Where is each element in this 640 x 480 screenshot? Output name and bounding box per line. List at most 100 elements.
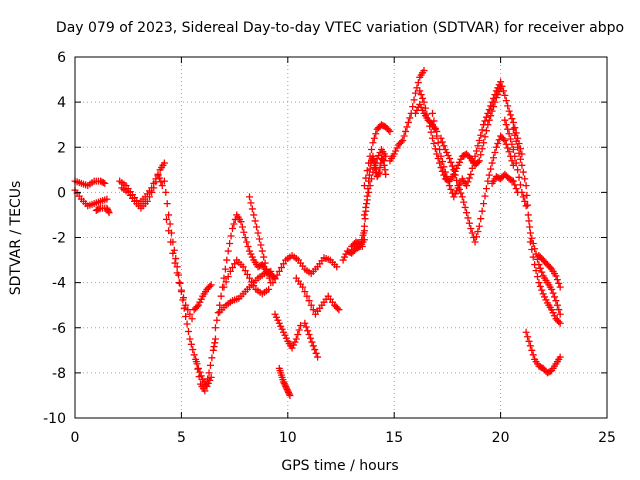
data-point [184,328,192,336]
data-point [509,125,517,133]
data-point [548,285,556,293]
data-point [511,131,519,139]
data-point [245,274,253,282]
data-point [450,166,458,174]
data-point [172,255,180,263]
data-point [457,189,465,197]
data-point [417,103,425,111]
data-point [433,132,441,140]
data-point [365,188,373,196]
data-point [165,211,173,219]
data-point [103,204,111,212]
data-point [281,381,289,389]
data-point [467,170,475,178]
x-tick-label: 25 [598,430,616,446]
data-point [339,256,347,264]
data-point [341,253,349,261]
data-point [253,223,261,231]
data-point [248,205,256,213]
data-point [314,353,322,361]
data-point [535,279,543,287]
data-point [488,98,496,106]
data-point [454,182,462,190]
series-trace-p [269,252,341,287]
data-point [272,313,280,321]
data-point [482,113,490,121]
data-point [475,222,483,230]
data-point [403,123,411,131]
data-point [160,177,168,185]
data-point [501,116,509,124]
data-point [480,200,488,208]
data-point [429,109,437,117]
data-point [402,127,410,135]
y-tick-label: 2 [57,140,66,156]
data-point [431,145,439,153]
data-point [477,131,485,139]
data-point [240,228,248,236]
data-point [95,205,103,213]
y-tick-label: -10 [43,411,66,427]
data-point [508,176,516,184]
data-point [210,343,218,351]
data-point [382,152,390,160]
data-point [285,388,293,396]
data-point [243,270,251,278]
data-point [446,155,454,163]
data-point [260,253,268,261]
data-point [231,260,239,268]
data-point [529,253,537,261]
data-point [307,301,315,309]
data-point [399,136,407,144]
data-point [183,320,191,328]
data-point [333,304,341,312]
series-trace-a [71,177,109,190]
data-point [508,157,516,165]
data-point [189,346,197,354]
series-trace-q [292,274,343,318]
data-point [184,306,192,314]
series-trace-e [118,159,168,212]
y-tick-label: -8 [52,366,66,382]
data-point [271,310,279,318]
data-point [411,89,419,97]
series-trace-c [92,204,113,217]
data-point [460,198,468,206]
data-point [265,274,273,282]
data-point [531,261,539,269]
data-point [526,229,534,237]
data-point [288,344,296,352]
series-trace-u [358,152,390,251]
data-point [419,94,427,102]
data-point [171,259,179,267]
data-point [258,247,266,255]
data-point [457,155,465,163]
data-point [477,151,485,159]
data-point [216,301,224,309]
data-point [529,351,537,359]
data-point [271,275,279,283]
data-point [514,143,522,151]
data-point [455,158,463,166]
data-point [368,146,376,154]
data-point [526,238,534,246]
data-point [257,241,265,249]
y-tick-label: 4 [57,95,66,111]
data-point [227,232,235,240]
data-point [490,154,498,162]
data-point [471,152,479,160]
data-point [546,264,554,272]
data-point [508,140,516,148]
data-point [311,346,319,354]
data-point [438,158,446,166]
data-point [406,114,414,122]
data-point [167,238,175,246]
data-point [509,146,517,154]
data-point [538,268,546,276]
data-point [362,174,370,182]
x-tick-label: 20 [492,430,510,446]
data-point [269,279,277,287]
data-point [99,179,107,187]
data-point [521,175,529,183]
data-point [423,110,431,118]
